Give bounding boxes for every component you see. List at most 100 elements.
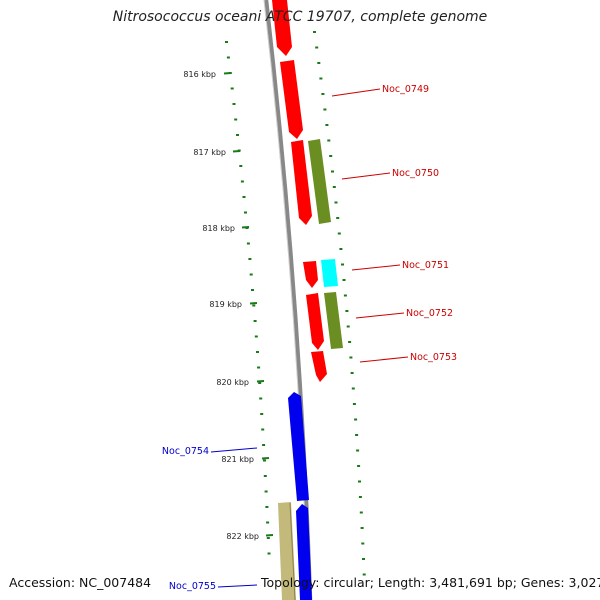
tick-818: 818 kbp [202, 224, 250, 233]
gene-noc-0754[interactable] [288, 392, 309, 501]
minor-tick-dot [259, 397, 263, 400]
gene-noc-0750-olive[interactable] [308, 139, 331, 224]
minor-tick-dot [346, 325, 350, 328]
minor-tick-dot [362, 558, 365, 560]
tick-816: 816 kbp [183, 70, 232, 79]
minor-tick-dot [360, 527, 364, 529]
minor-tick-dot [230, 87, 234, 90]
minor-tick-dot [266, 537, 270, 539]
minor-tick-dot [315, 46, 319, 49]
gene-label[interactable]: Noc_0753 [410, 352, 457, 363]
minor-tick-dot [345, 310, 349, 312]
tick-822: 822 kbp [226, 532, 274, 541]
minor-tick-dot [336, 217, 340, 219]
minor-tick-dot [362, 573, 366, 576]
tick-821: 821 kbp [221, 455, 270, 464]
minor-tick-dot [337, 232, 341, 235]
minor-tick-dot [356, 449, 360, 452]
gene-noc-0748[interactable] [272, 0, 292, 56]
minor-tick-dot [359, 511, 363, 514]
tick-label: 821 kbp [221, 455, 254, 464]
callout-noc-0751[interactable]: Noc_0751 [351, 260, 449, 271]
minor-tick-dot [264, 490, 268, 493]
tick-label: 819 kbp [209, 300, 242, 309]
minor-tick-dot [357, 465, 361, 467]
callout-noc-0749[interactable]: Noc_0749 [331, 84, 429, 97]
gene-label[interactable]: Noc_0755 [169, 581, 216, 592]
minor-tick-dot [256, 351, 259, 353]
gene-callouts: Noc_0749 Noc_0750 Noc_0751 Noc_0752 Noc_… [162, 84, 457, 592]
inner-tick-dots [225, 41, 271, 555]
minor-tick-dot [343, 294, 347, 297]
minor-tick-dot [248, 258, 252, 260]
tick-820: 820 kbp [216, 378, 265, 387]
minor-tick-dot [354, 418, 358, 421]
gene-noc-0755[interactable] [296, 504, 312, 600]
minor-tick-dot [332, 186, 336, 188]
minor-tick-dot [244, 211, 247, 214]
minor-tick-dot [349, 356, 353, 359]
minor-tick-dot [257, 366, 261, 369]
minor-tick-dot [252, 304, 256, 307]
minor-tick-dot [334, 201, 338, 204]
callout-noc-0754[interactable]: Noc_0754 [162, 446, 258, 457]
callout-noc-0752[interactable]: Noc_0752 [355, 308, 453, 319]
minor-tick-dot [253, 320, 257, 322]
gene-noc-0749[interactable] [280, 60, 303, 139]
minor-tick-dot [321, 93, 325, 95]
gene-label[interactable]: Noc_0749 [382, 84, 429, 95]
minor-tick-dot [261, 428, 265, 431]
genome-title: Nitrosococcus oceani ATCC 19707, complet… [112, 9, 488, 25]
minor-tick-dot [331, 170, 334, 173]
minor-tick-dot [254, 335, 258, 338]
minor-tick-dot [267, 552, 271, 555]
gene-track [272, 0, 343, 600]
minor-tick-dot [327, 139, 331, 142]
minor-tick-dot [355, 434, 359, 436]
minor-tick-dot [242, 196, 246, 198]
tick-marks: 816 kbp 817 kbp 818 kbp 819 kbp 820 kbp … [183, 70, 274, 541]
tick-label: 822 kbp [226, 532, 259, 541]
gene-noc-0753[interactable] [311, 351, 327, 382]
minor-tick-dot [351, 387, 355, 390]
minor-tick-dot [339, 248, 343, 250]
minor-tick-dot [265, 506, 269, 508]
tick-label: 816 kbp [183, 70, 216, 79]
minor-tick-dot [225, 41, 228, 43]
gene-label[interactable]: Noc_0751 [402, 260, 449, 271]
minor-tick-dot [263, 459, 266, 462]
minor-tick-dot [236, 134, 239, 136]
minor-tick-dot [263, 475, 267, 477]
minor-tick-dot [313, 31, 316, 33]
minor-tick-dot [329, 155, 333, 157]
minor-tick-dot [358, 480, 361, 483]
callout-noc-0750[interactable]: Noc_0750 [341, 168, 439, 180]
tick-label: 817 kbp [193, 148, 226, 157]
minor-tick-dot [325, 124, 329, 126]
minor-tick-dot [251, 289, 254, 291]
minor-tick-dot [239, 165, 243, 167]
gene-noc-0751[interactable] [303, 261, 318, 288]
minor-tick-dot [240, 180, 244, 183]
minor-tick-dot [341, 263, 344, 266]
gene-label[interactable]: Noc_0754 [162, 446, 209, 457]
minor-tick-dot [266, 521, 270, 524]
minor-tick-dot [260, 413, 264, 415]
gene-label[interactable]: Noc_0750 [392, 168, 439, 179]
topology-text: Topology: circular; Length: 3,481,691 bp… [261, 575, 600, 590]
callout-noc-0753[interactable]: Noc_0753 [359, 352, 457, 363]
callout-noc-0755[interactable]: Noc_0755 [169, 581, 258, 592]
gene-label[interactable]: Noc_0752 [406, 308, 453, 319]
minor-tick-dot [232, 103, 236, 105]
minor-tick-dot [258, 382, 262, 384]
gene-noc-0752-olive[interactable] [324, 292, 343, 349]
gene-noc-0751-cyan[interactable] [321, 259, 338, 287]
tick-label: 818 kbp [202, 224, 235, 233]
minor-tick-dot [358, 496, 362, 498]
tick-819: 819 kbp [209, 300, 258, 309]
gene-noc-0752[interactable] [306, 293, 324, 350]
minor-tick-dot [246, 242, 250, 245]
gene-noc-0750[interactable] [291, 140, 312, 225]
minor-tick-dot [350, 372, 354, 374]
